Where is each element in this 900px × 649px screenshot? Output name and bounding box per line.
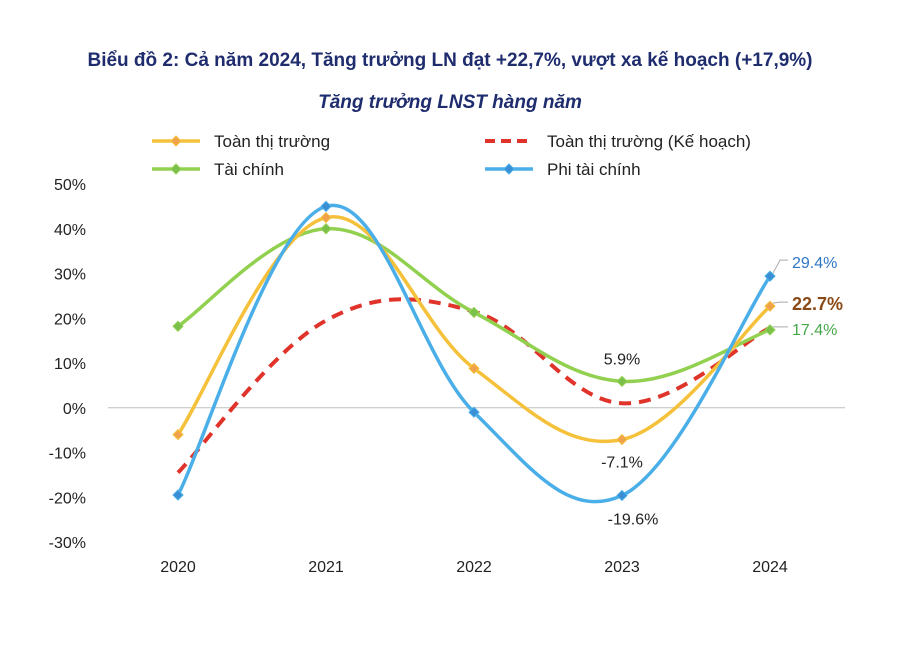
series-line-3 (176, 203, 772, 504)
data-point-marker (616, 489, 628, 502)
y-tick-label: 30% (54, 267, 86, 284)
data-point-marker (320, 200, 332, 213)
x-tick-label: 2024 (752, 559, 788, 576)
x-tick-label: 2023 (604, 559, 640, 576)
data-label: 22.7% (792, 294, 843, 314)
data-point-marker (320, 223, 332, 235)
legend-label: Phi tài chính (547, 160, 641, 179)
data-point-marker (172, 428, 184, 441)
legend-marker (503, 163, 515, 175)
x-tick-label: 2021 (308, 559, 344, 576)
legend-label: Tài chính (214, 160, 284, 179)
chart-subtitle: Tăng trưởng LNST hàng năm (318, 92, 582, 113)
x-tick-label: 2022 (456, 559, 492, 576)
data-point-marker (764, 270, 776, 282)
data-label: 5.9% (604, 351, 640, 368)
data-point-marker (616, 433, 628, 446)
y-tick-label: -30% (49, 535, 86, 552)
legend-marker (170, 163, 182, 175)
y-tick-label: 10% (54, 356, 86, 373)
data-label: -19.6% (608, 511, 659, 528)
legend-marker (170, 135, 182, 147)
series-line-2 (176, 226, 772, 384)
data-label: -7.1% (601, 455, 643, 472)
y-tick-label: -10% (49, 446, 86, 463)
data-point-marker (320, 211, 332, 224)
y-tick-label: -20% (49, 490, 86, 507)
legend-label: Toàn thị trường (Kế hoạch) (547, 132, 751, 151)
data-point-marker (172, 489, 184, 501)
data-point-marker (468, 306, 480, 319)
data-point-marker (468, 406, 480, 418)
y-tick-label: 0% (63, 401, 86, 418)
data-label: 29.4% (792, 255, 837, 272)
annotation-leader (772, 301, 788, 304)
data-point-marker (764, 324, 776, 336)
data-point-marker (616, 375, 628, 388)
series-line-1 (176, 297, 771, 475)
data-point-marker (468, 362, 480, 375)
data-point-marker (764, 300, 776, 312)
y-tick-label: 20% (54, 311, 86, 328)
series-line-0 (176, 215, 772, 444)
y-tick-label: 50% (54, 177, 86, 194)
data-label: 17.4% (792, 322, 837, 339)
legend-label: Toàn thị trường (214, 132, 330, 151)
chart-title: Biểu đồ 2: Cả năm 2024, Tăng trưởng LN đ… (87, 50, 813, 71)
annotation-leader (772, 259, 788, 274)
data-point-marker (172, 320, 184, 333)
x-tick-label: 2020 (160, 559, 196, 576)
y-tick-label: 40% (54, 222, 86, 239)
